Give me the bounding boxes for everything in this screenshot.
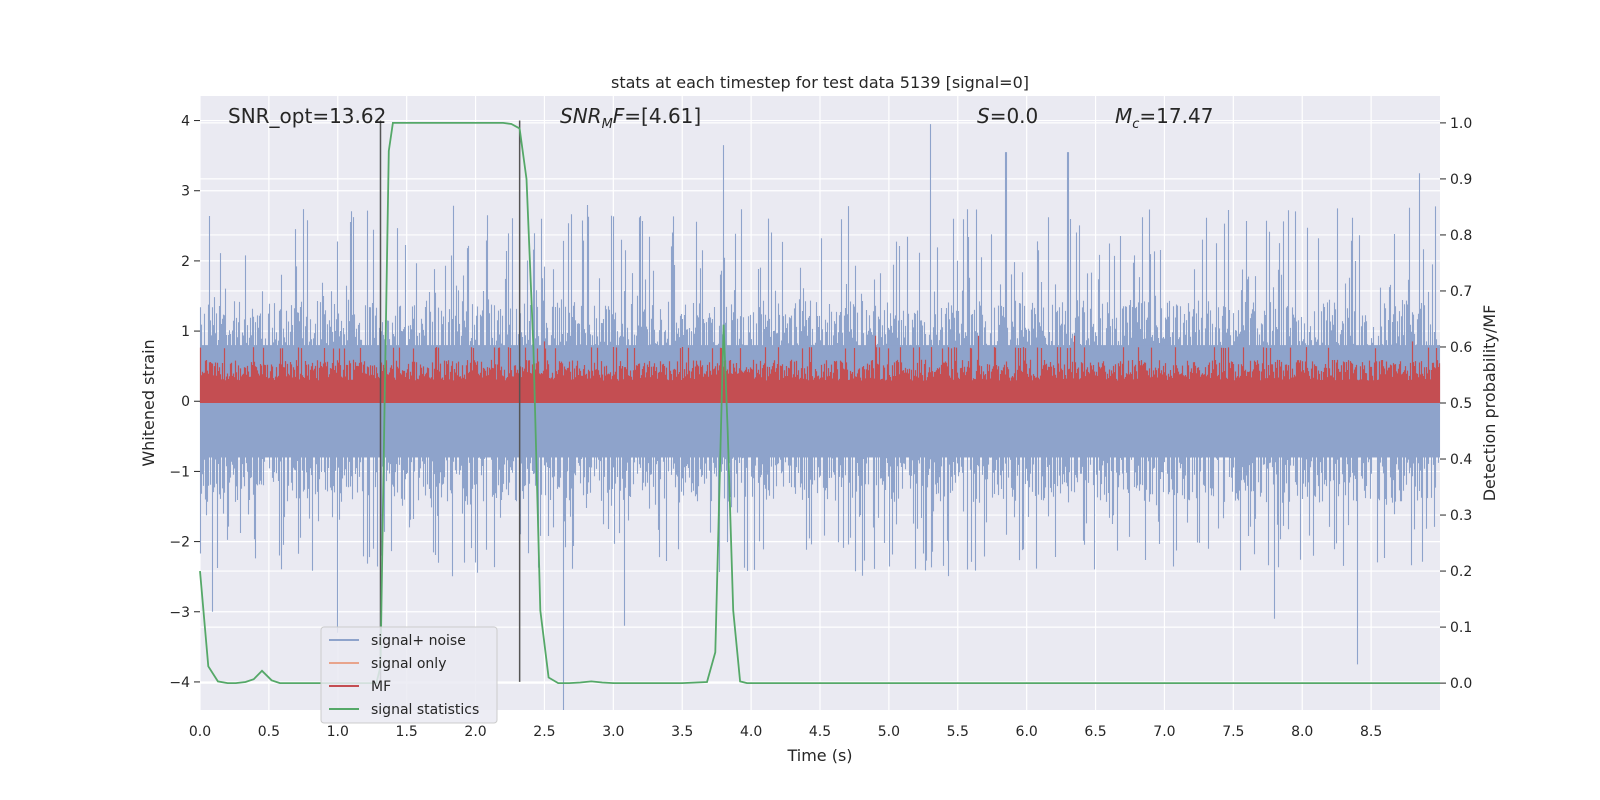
y-axis-ticks: 4 3 2 1 0 −1 −2 −3 −4 [169, 114, 200, 691]
y2-tick-label: 0.8 [1450, 228, 1472, 244]
y2-tick-label: 0.0 [1450, 676, 1472, 692]
x-tick-label: 8.0 [1291, 724, 1313, 740]
x-tick-label: 2.0 [464, 724, 486, 740]
series-signal-statistics [199, 122, 1440, 684]
legend-label-signal-only: signal only [371, 656, 446, 672]
y2-tick-label: 0.2 [1450, 564, 1472, 580]
y2-axis-title: Detection probability/MF [1480, 305, 1499, 502]
x-tick-label: 8.5 [1360, 724, 1382, 740]
y-tick-label: −1 [169, 464, 190, 480]
x-tick-label: 3.0 [602, 724, 624, 740]
annotation-mc: Mc=17.47 [1115, 104, 1213, 132]
y2-tick-label: 0.7 [1450, 284, 1472, 300]
y-axis-title: Whitened strain [139, 339, 158, 466]
annotation-s-value: =0.0 [990, 104, 1039, 128]
x-tick-label: 1.0 [327, 724, 349, 740]
y2-tick-label: 0.9 [1450, 172, 1472, 188]
y2-tick-label: 0.1 [1450, 620, 1472, 636]
legend-box [320, 626, 498, 724]
x-tick-label: 5.5 [947, 724, 969, 740]
x-tick-label: 3.5 [671, 724, 693, 740]
x-axis-ticks: 0.0 0.5 1.0 1.5 2.0 2.5 3.0 3.5 4.0 4.5 5.0 5.5 6.0 6… [189, 724, 1382, 740]
y2-tick-label: 0.6 [1450, 340, 1472, 356]
chart-title: stats at each timestep for test data 513… [611, 73, 1029, 92]
annotation-snr-opt: SNR_opt=13.62 [228, 104, 386, 128]
legend-label-signal-noise: signal+ noise [371, 633, 466, 649]
annotation-mc-value: =17.47 [1139, 104, 1213, 128]
y-tick-label: 4 [181, 114, 190, 130]
series-mf [199, 335, 1441, 403]
y2-tick-label: 1.0 [1450, 116, 1472, 132]
x-tick-label: 0.5 [258, 724, 280, 740]
annotation-s: S=0.0 [977, 104, 1038, 128]
x-tick-label: 7.0 [1153, 724, 1175, 740]
y-tick-label: 2 [181, 254, 190, 270]
y-tick-label: −2 [169, 535, 190, 551]
legend: signal+ noise signal only MF signal stat… [320, 626, 498, 724]
x-tick-label: 6.5 [1084, 724, 1106, 740]
x-tick-label: 2.5 [533, 724, 555, 740]
y2-tick-label: 0.4 [1450, 452, 1472, 468]
x-tick-label: 7.5 [1222, 724, 1244, 740]
x-tick-label: 4.5 [809, 724, 831, 740]
y2-axis-ticks: 1.0 0.9 0.8 0.7 0.6 0.5 0.4 0.3 0.2 0.1 0.0 [1440, 116, 1472, 692]
series-line-signal-statistics [199, 122, 1440, 684]
y2-tick-label: 0.5 [1450, 396, 1472, 412]
y-tick-label: −4 [169, 675, 190, 691]
y-tick-label: −3 [169, 605, 190, 621]
legend-label-mf: MF [371, 679, 391, 695]
x-tick-label: 4.0 [740, 724, 762, 740]
x-tick-label: 1.5 [396, 724, 418, 740]
series-line-mf [199, 335, 1441, 403]
x-axis-title: Time (s) [786, 746, 852, 765]
y-tick-label: 3 [181, 184, 190, 200]
annotation-snr-mf-value: =[4.61] [624, 104, 701, 128]
x-tick-label: 6.0 [1016, 724, 1038, 740]
x-tick-label: 5.0 [878, 724, 900, 740]
annotation-snr-mf: SNRMF=[4.61] [560, 104, 701, 132]
x-tick-label: 0.0 [189, 724, 211, 740]
y-tick-label: 1 [181, 324, 190, 340]
legend-label-signal-statistics: signal statistics [371, 702, 479, 718]
y-tick-label: 0 [181, 394, 190, 410]
y2-tick-label: 0.3 [1450, 508, 1472, 524]
vertical-lines [379, 120, 521, 682]
